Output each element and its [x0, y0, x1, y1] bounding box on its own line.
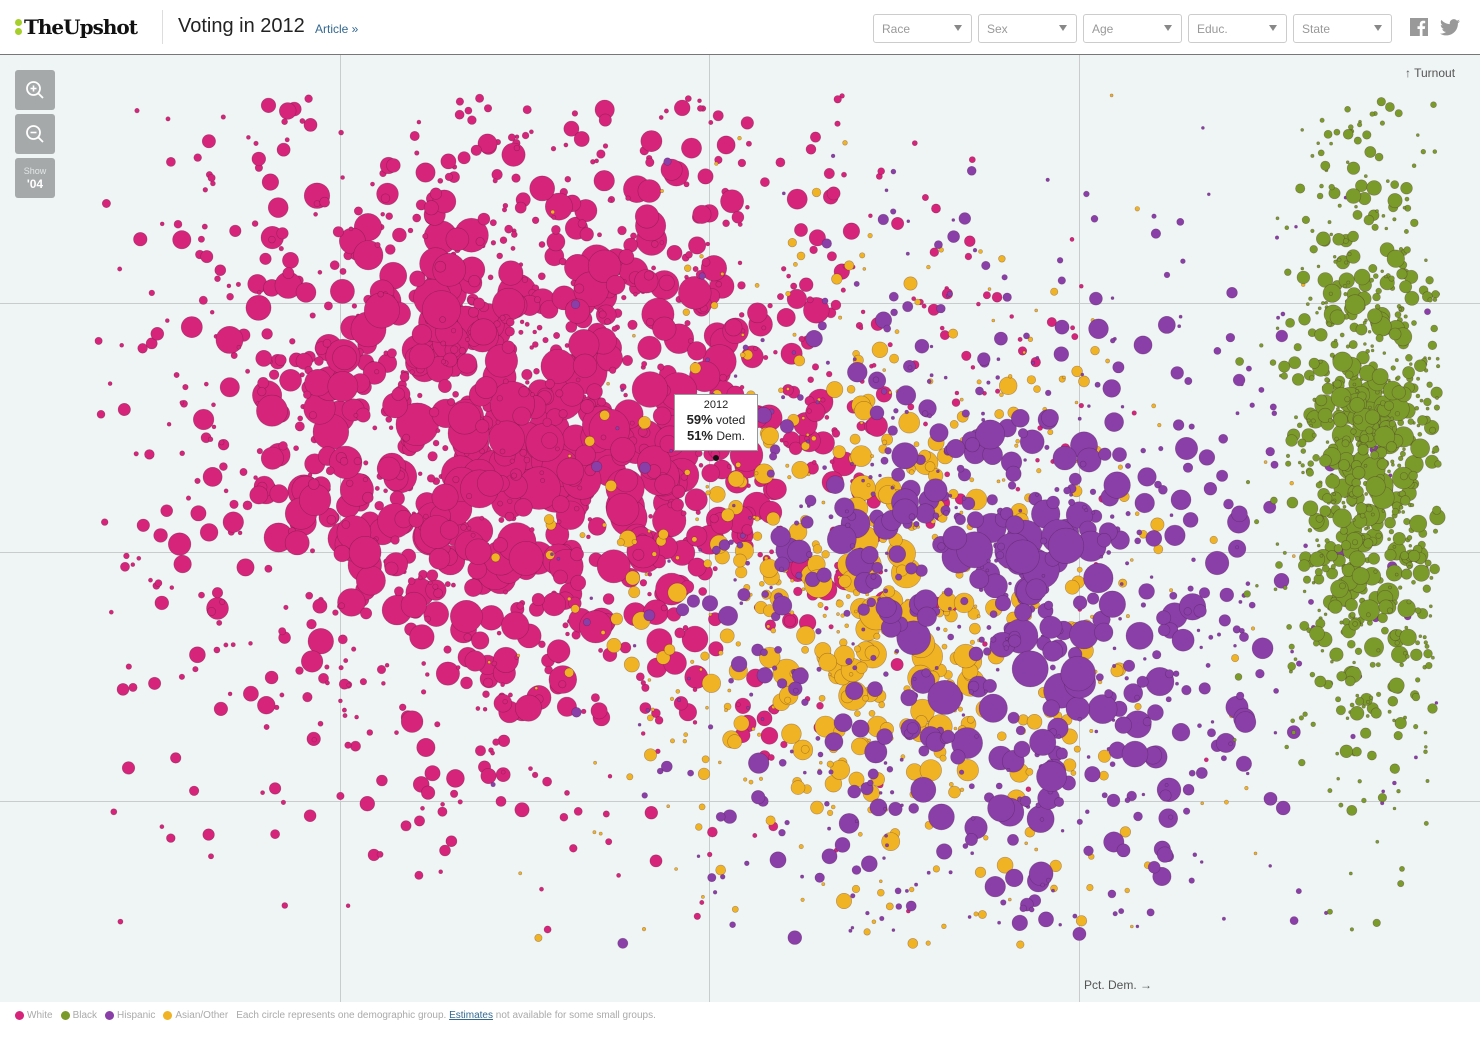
- highlighted-point[interactable]: [713, 455, 719, 461]
- sex-filter-label: Sex: [987, 22, 1008, 36]
- legend-black: Black: [60, 1010, 97, 1021]
- black-swatch-icon: [60, 1011, 70, 1020]
- race-filter-label: Race: [882, 22, 911, 36]
- logo-dots-icon: [15, 19, 22, 35]
- filter-bar: Race Sex Age Educ. State: [873, 14, 1392, 43]
- article-link[interactable]: Article »: [315, 22, 359, 36]
- upshot-logo[interactable]: TheUpshot: [15, 14, 138, 40]
- header-divider: [162, 10, 163, 44]
- tooltip-turnout: 59% voted: [686, 412, 746, 427]
- age-filter-label: Age: [1092, 22, 1114, 36]
- legend-note: Each circle represents one demographic g…: [236, 1010, 656, 1021]
- caret-down-icon: [1164, 25, 1172, 31]
- hispanic-swatch-icon: [105, 1011, 115, 1020]
- legend-white: White: [15, 1010, 53, 1021]
- state-filter[interactable]: State: [1293, 14, 1392, 43]
- race-filter[interactable]: Race: [873, 14, 972, 43]
- brand-name: TheUpshot: [24, 15, 138, 39]
- estimates-link[interactable]: Estimates: [449, 1010, 493, 1021]
- show-label: Show: [23, 165, 47, 176]
- caret-down-icon: [1269, 25, 1277, 31]
- social-links: [1410, 18, 1460, 36]
- y-axis-label: ↑ Turnout: [1405, 66, 1456, 80]
- gridline-horizontal: [0, 303, 1480, 304]
- legend-asian-other: Asian/Other: [163, 1010, 228, 1021]
- page-title: Voting in 2012: [178, 15, 305, 37]
- zoom-in-button[interactable]: [15, 70, 55, 110]
- tooltip-dem: 51% Dem.: [686, 428, 746, 443]
- legend-hispanic: Hispanic: [105, 1010, 155, 1021]
- gridline-horizontal: [0, 801, 1480, 802]
- tooltip: 2012 59% voted 51% Dem.: [674, 394, 758, 451]
- scatter-plot[interactable]: Show '04 ↑ Turnout Pct. Dem. →: [0, 55, 1480, 1002]
- zoom-in-icon: [26, 81, 44, 99]
- asian-other-swatch-icon: [163, 1011, 173, 1020]
- sex-filter[interactable]: Sex: [978, 14, 1077, 43]
- twitter-icon[interactable]: [1440, 18, 1460, 36]
- education-filter[interactable]: Educ.: [1188, 14, 1287, 43]
- x-axis-label: Pct. Dem. →: [1084, 978, 1153, 992]
- caret-down-icon: [954, 25, 962, 31]
- bubble-layer[interactable]: [0, 55, 1480, 1002]
- zoom-out-button[interactable]: [15, 114, 55, 154]
- age-filter[interactable]: Age: [1083, 14, 1182, 43]
- facebook-icon[interactable]: [1410, 18, 1428, 36]
- caret-down-icon: [1374, 25, 1382, 31]
- header: TheUpshot Voting in 2012 Article » Race …: [0, 0, 1480, 55]
- year-label: '04: [26, 176, 44, 191]
- education-filter-label: Educ.: [1197, 22, 1228, 36]
- white-swatch-icon: [15, 1011, 24, 1020]
- legend: White Black Hispanic Asian/Other Each ci…: [15, 1010, 656, 1021]
- zoom-out-icon: [26, 125, 44, 143]
- show-2004-button[interactable]: Show '04: [15, 158, 55, 198]
- state-filter-label: State: [1302, 22, 1331, 36]
- tooltip-year: 2012: [703, 399, 729, 411]
- caret-down-icon: [1059, 25, 1067, 31]
